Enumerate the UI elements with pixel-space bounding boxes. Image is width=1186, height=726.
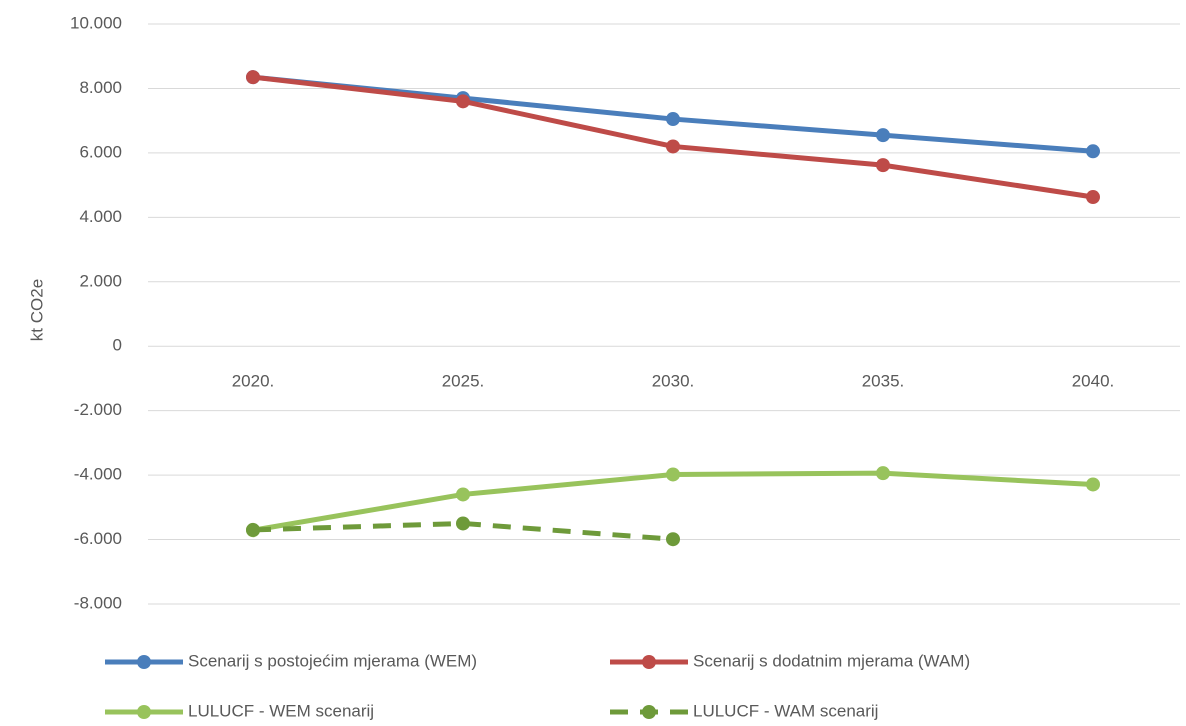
y-tick-label: 8.000	[79, 78, 122, 97]
point	[246, 522, 260, 537]
x-tick-label: 2035.	[862, 372, 905, 391]
legend-marker	[642, 655, 656, 669]
y-tick-label: 4.000	[79, 207, 122, 226]
point	[666, 112, 680, 127]
y-tick-label: -4.000	[74, 465, 122, 484]
point	[666, 532, 680, 547]
point	[1086, 190, 1100, 205]
legend-label: Scenarij s dodatnim mjerama (WAM)	[693, 651, 970, 670]
x-tick-label: 2030.	[652, 372, 695, 391]
y-tick-label: -8.000	[74, 593, 122, 612]
y-tick-label: -2.000	[74, 400, 122, 419]
legend-label: Scenarij s postojećim mjerama (WEM)	[188, 651, 477, 670]
x-tick-label: 2040.	[1072, 372, 1115, 391]
y-tick-label: 0	[113, 336, 122, 355]
legend-marker	[137, 655, 151, 669]
point	[1086, 144, 1100, 159]
point	[876, 158, 890, 173]
point	[456, 516, 470, 531]
y-axis-label: kt CO2e	[27, 279, 46, 341]
x-tick-label: 2025.	[442, 372, 485, 391]
series-line	[252, 470, 1094, 533]
point	[456, 487, 470, 502]
y-tick-label: 10.000	[70, 13, 122, 32]
x-tick-label: 2020.	[232, 372, 275, 391]
point	[666, 467, 680, 482]
y-tick-label: -6.000	[74, 529, 122, 548]
point	[666, 139, 680, 154]
legend-label: LULUCF - WAM scenarij	[693, 701, 878, 720]
point	[876, 466, 890, 481]
point	[1086, 477, 1100, 492]
point	[246, 70, 260, 85]
legend-label: LULUCF - WEM scenarij	[188, 701, 374, 720]
y-tick-label: 2.000	[79, 271, 122, 290]
legend-marker	[137, 705, 151, 719]
point	[876, 128, 890, 143]
point	[456, 94, 470, 109]
series-line	[252, 74, 1094, 200]
y-tick-label: 6.000	[79, 142, 122, 161]
legend-marker	[642, 705, 656, 719]
